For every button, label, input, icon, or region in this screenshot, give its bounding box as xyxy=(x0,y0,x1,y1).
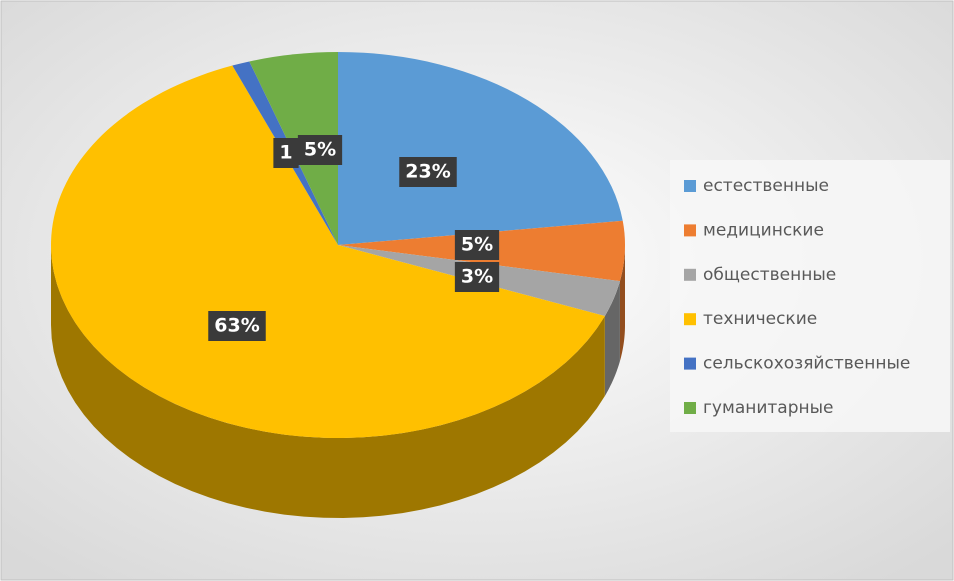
data-label: 63% xyxy=(214,315,259,337)
legend-swatch xyxy=(684,224,696,237)
legend-swatch xyxy=(684,357,696,370)
slice xyxy=(50,65,605,439)
legend-label: гуманитарные xyxy=(703,398,834,418)
data-label: 23% xyxy=(405,161,450,183)
data-label-box xyxy=(208,311,266,341)
slice-side xyxy=(51,245,605,518)
slice-side xyxy=(619,245,625,362)
data-label-box xyxy=(454,262,500,292)
data-label-box xyxy=(399,157,457,187)
data-label: 1 xyxy=(279,142,292,164)
data-label: 5% xyxy=(461,234,493,256)
slice xyxy=(338,52,623,245)
legend-label: общественные xyxy=(703,265,836,285)
legend-swatch xyxy=(684,180,696,192)
data-label: 5% xyxy=(304,139,336,161)
legend-label: технические xyxy=(703,309,817,329)
legend-swatch xyxy=(684,268,696,281)
legend-label: естественные xyxy=(703,176,829,196)
data-label: 3% xyxy=(461,266,493,288)
slice-side xyxy=(604,281,620,397)
data-label-box xyxy=(297,135,343,165)
legend-swatch xyxy=(684,402,696,414)
legend-box xyxy=(670,160,950,432)
legend-swatch xyxy=(684,313,696,326)
data-label-box xyxy=(454,230,500,260)
legend-label: медицинские xyxy=(703,220,824,240)
legend-label: сельскохозяйственные xyxy=(703,354,910,374)
data-label-box xyxy=(273,138,299,168)
